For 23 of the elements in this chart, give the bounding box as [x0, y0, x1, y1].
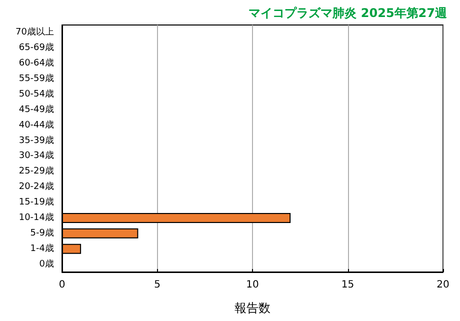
chart-title: マイコプラズマ肺炎 2025年第27週 [248, 6, 448, 20]
y-tick-label: 25-29歳 [18, 166, 54, 177]
y-tick-label: 70歳以上 [16, 26, 54, 38]
y-tick-label: 60-64歳 [18, 58, 54, 69]
x-tick-label: 5 [154, 280, 160, 290]
y-tick-label: 20-24歳 [18, 181, 54, 192]
y-tick-label: 1-4歳 [30, 242, 54, 254]
y-tick-label: 30-34歳 [18, 150, 54, 162]
y-tick-label: 55-59歳 [18, 73, 54, 84]
y-tick-label: 0歳 [39, 258, 54, 270]
y-tick-label: 65-69歳 [18, 42, 54, 54]
x-axis-title: 報告数 [234, 301, 270, 315]
y-tick-label: 10-14歳 [18, 212, 54, 223]
y-tick-label: 5-9歳 [30, 227, 54, 238]
x-tick-label: 15 [341, 280, 354, 290]
y-tick-label: 45-49歳 [18, 104, 54, 115]
y-tick-label: 40-44歳 [18, 119, 54, 130]
y-tick-label: 50-54歳 [18, 88, 54, 100]
y-tick-label: 15-19歳 [18, 196, 54, 208]
x-tick-label: 10 [246, 280, 259, 290]
x-tick-label: 0 [58, 280, 66, 290]
x-tick-label: 20 [436, 280, 450, 290]
y-tick-label: 35-39歳 [18, 134, 54, 146]
